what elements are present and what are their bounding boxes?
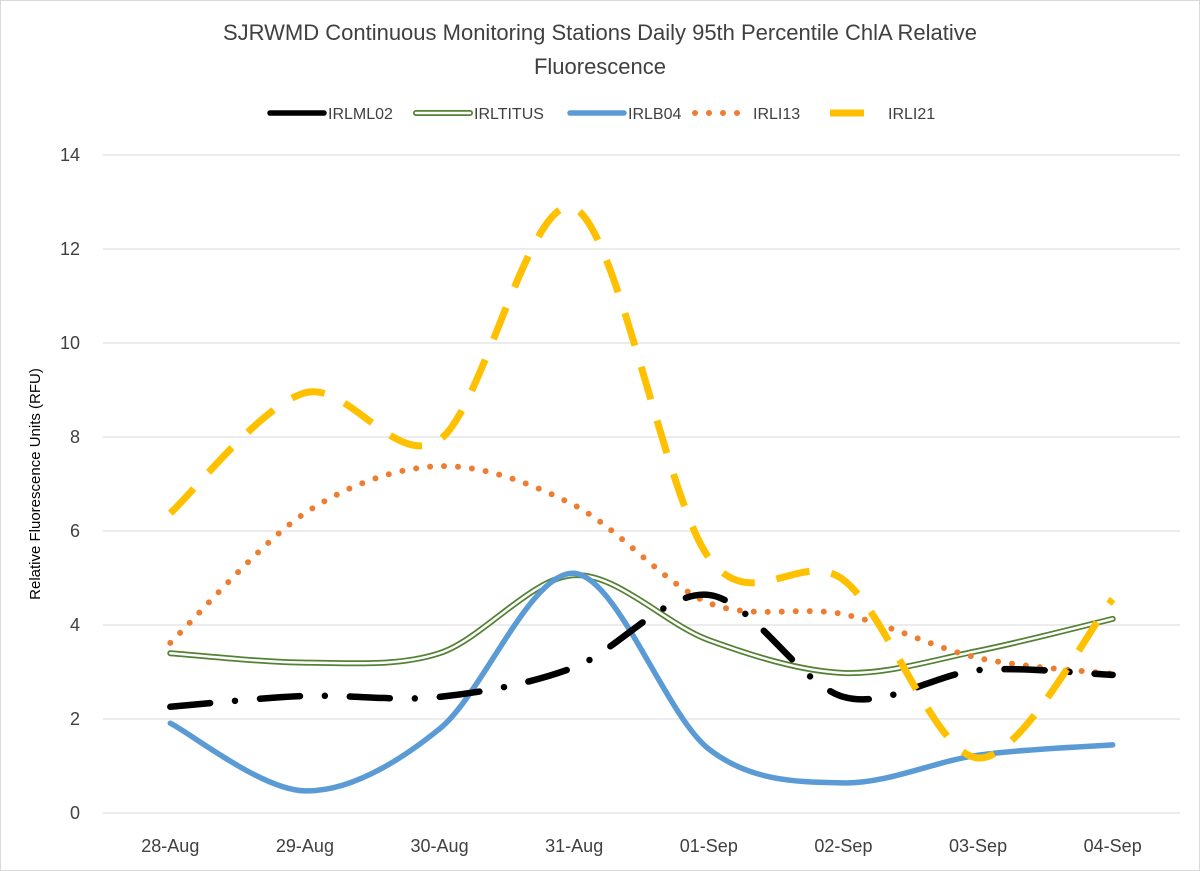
x-tick-label: 02-Sep — [814, 836, 872, 856]
legend-item-irli13: IRLI13 — [692, 106, 800, 123]
chart-title-line-1: SJRWMD Continuous Monitoring Stations Da… — [223, 20, 977, 45]
x-tick-label: 03-Sep — [949, 836, 1007, 856]
legend-label: IRLTITUS — [474, 106, 544, 123]
legend-label: IRLI21 — [888, 106, 935, 123]
x-tick-label: 29-Aug — [276, 836, 334, 856]
series-irlml02 — [167, 591, 1116, 711]
series-line — [167, 591, 1116, 711]
legend-item-irlb04: IRLB04 — [567, 106, 681, 123]
series-irli21 — [167, 203, 1116, 762]
y-tick-label: 2 — [70, 709, 80, 729]
series-irlb04 — [167, 570, 1116, 794]
series-irltitus — [167, 572, 1116, 677]
legend-item-irli21: IRLI21 — [830, 106, 935, 123]
legend-item-irlml02: IRLML02 — [267, 106, 393, 123]
x-tick-label: 31-Aug — [545, 836, 603, 856]
series-line — [167, 570, 1116, 794]
legend-label: IRLML02 — [328, 106, 393, 123]
series-line-inner — [169, 573, 1114, 675]
y-tick-label: 0 — [70, 803, 80, 823]
series-irli13 — [167, 463, 1116, 677]
x-tick-label: 01-Sep — [680, 836, 738, 856]
y-tick-label: 14 — [60, 145, 80, 165]
x-tick-label: 28-Aug — [141, 836, 199, 856]
series-line — [167, 463, 1116, 677]
y-tick-label: 6 — [70, 521, 80, 541]
y-tick-label: 8 — [70, 427, 80, 447]
y-tick-label: 12 — [60, 239, 80, 259]
y-tick-label: 4 — [70, 615, 80, 635]
legend-item-irltitus: IRLTITUS — [413, 106, 544, 123]
x-tick-label: 04-Sep — [1084, 836, 1142, 856]
y-axis-label: Relative Fluorescence Units (RFU) — [27, 368, 44, 600]
x-tick-label: 30-Aug — [411, 836, 469, 856]
series-line — [167, 203, 1116, 762]
legend-label: IRLB04 — [628, 106, 681, 123]
legend-label: IRLI13 — [753, 106, 800, 123]
y-tick-label: 10 — [60, 333, 80, 353]
chart-title-line-2: Fluorescence — [534, 54, 666, 79]
